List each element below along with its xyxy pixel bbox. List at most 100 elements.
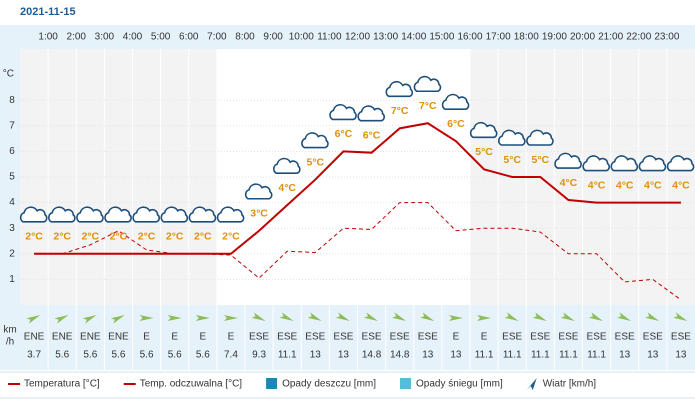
wind-direction: ENE — [24, 332, 45, 343]
temperature-label: 6°C — [363, 129, 381, 141]
cloud — [385, 81, 414, 98]
arrow — [82, 315, 97, 324]
wind-speed: 11.1 — [278, 350, 297, 361]
wind-speed: 11.1 — [503, 350, 522, 361]
arrow — [392, 312, 407, 321]
legend-label: Temperatura [°C] — [24, 379, 100, 390]
x-tick-label: 20:00 — [570, 32, 595, 43]
weather-icon — [216, 206, 245, 223]
wind-arrow — [195, 315, 210, 321]
weather-icon — [554, 152, 582, 169]
wind-direction: E — [143, 332, 150, 343]
column-bg — [610, 49, 639, 305]
wind-direction: ENE — [108, 332, 129, 343]
legend-label: Wiatr [km/h] — [543, 379, 597, 390]
column-bg — [554, 49, 583, 305]
wind-direction: ENE — [80, 332, 101, 343]
wind-arrow — [560, 312, 575, 321]
wind-speed: 13 — [310, 350, 322, 361]
temperature-label: 5°C — [532, 154, 550, 166]
weather-icon — [385, 81, 414, 98]
date: 2021-11-15 — [20, 6, 76, 18]
weather-icon — [357, 105, 385, 122]
x-tick-label: 23:00 — [654, 32, 679, 43]
temperature-label: 4°C — [644, 179, 662, 191]
x-tick-label: 3:00 — [95, 32, 115, 43]
weather-icon — [610, 155, 639, 172]
x-tick-label: 18:00 — [514, 32, 539, 43]
cloud — [132, 206, 160, 223]
wind-speed: 5.6 — [111, 350, 125, 361]
wind-arrow — [251, 312, 266, 321]
legend-swatch — [400, 378, 412, 389]
wind-direction: ESE — [558, 332, 578, 343]
wind-unit: km — [3, 325, 16, 336]
x-tick-label: 10:00 — [289, 32, 314, 43]
y-tick-label: 3 — [9, 223, 15, 234]
wind-arrow — [110, 315, 125, 324]
wind-arrow — [307, 312, 322, 321]
wind-arrow — [420, 312, 435, 321]
wind-speed: 11.1 — [587, 350, 606, 361]
wind-direction: E — [171, 332, 178, 343]
arrow — [617, 312, 632, 321]
y-tick-label: 1 — [9, 274, 15, 285]
wind-speed: 5.6 — [140, 350, 154, 361]
cloud — [526, 129, 554, 146]
column-bg — [20, 49, 49, 305]
weather-icon — [48, 206, 76, 223]
x-tick-label: 19:00 — [542, 32, 567, 43]
wind-direction: ESE — [502, 332, 522, 343]
wind-arrow — [448, 315, 463, 321]
arrow — [110, 315, 125, 324]
arrow — [363, 312, 378, 321]
wind-arrow — [504, 312, 519, 321]
wind-direction: E — [453, 332, 460, 343]
wind-speed: 5.6 — [83, 350, 97, 361]
temperature-label: 2°C — [138, 231, 156, 243]
weather-icon — [104, 206, 132, 223]
cloud — [498, 129, 526, 146]
wind-speed: 11.1 — [475, 350, 494, 361]
wind-direction: ESE — [305, 332, 325, 343]
arrow — [504, 312, 519, 321]
column-bg — [329, 49, 358, 305]
temperature-label: 5°C — [475, 146, 493, 158]
wind-arrow — [477, 315, 492, 321]
cloud — [160, 206, 189, 223]
arrow — [560, 312, 575, 321]
x-tick-label: 7:00 — [207, 32, 227, 43]
arrow — [477, 315, 492, 321]
temperature-label: 2°C — [82, 231, 100, 243]
legend-label: Opady śniegu [mm] — [416, 379, 503, 390]
weather-icon — [441, 93, 470, 110]
arrow — [307, 312, 322, 321]
cloud — [329, 104, 357, 121]
x-tick-label: 12:00 — [345, 32, 370, 43]
temperature-label: 4°C — [560, 177, 578, 189]
cloud — [48, 206, 76, 223]
wind-direction: E — [228, 332, 235, 343]
arrow — [167, 315, 182, 321]
arrow — [532, 312, 547, 321]
wind-arrow — [335, 312, 350, 321]
wind-direction: ESE — [277, 332, 297, 343]
wind-speed: 3.7 — [27, 350, 41, 361]
arrow — [448, 315, 463, 321]
x-tick-label: 9:00 — [263, 32, 283, 43]
cloud — [554, 152, 582, 169]
temperature-label: 4°C — [278, 182, 296, 194]
arrow — [139, 315, 154, 321]
arrow — [673, 312, 688, 321]
arrow — [223, 315, 238, 321]
temperature-label: 4°C — [672, 179, 690, 191]
weather-icon — [244, 183, 273, 200]
arrow — [251, 312, 266, 321]
x-tick-label: 14:00 — [401, 32, 426, 43]
wind-direction: ESE — [615, 332, 635, 343]
column-bg — [104, 49, 133, 305]
temperature-label: 7°C — [391, 105, 409, 117]
y-tick-label: 6 — [9, 146, 15, 157]
cloud — [216, 206, 245, 223]
